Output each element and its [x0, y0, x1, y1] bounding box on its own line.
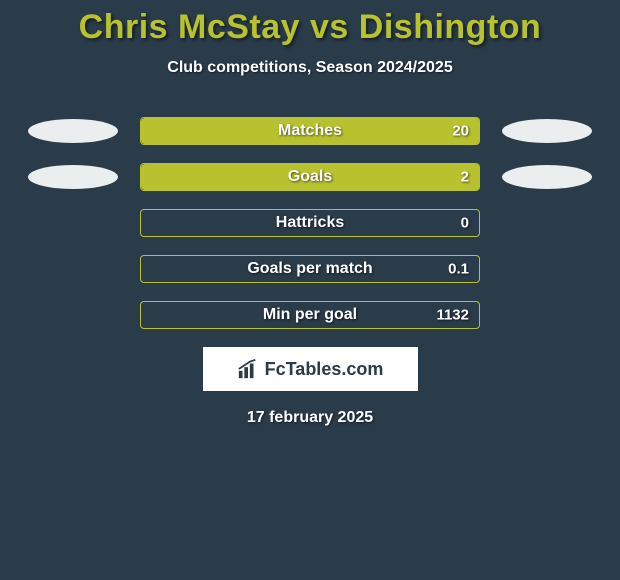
left-ellipse	[28, 165, 118, 189]
left-ellipse	[28, 211, 118, 235]
stat-row: Goals 2	[0, 163, 620, 191]
left-ellipse	[28, 119, 118, 143]
subtitle: Club competitions, Season 2024/2025	[0, 59, 620, 77]
right-ellipse	[502, 257, 592, 281]
stat-bar: Matches 20	[140, 117, 480, 145]
comparison-chart: Matches 20 Goals 2 Hattricks 0 Goals per match…	[0, 117, 620, 329]
logo-text: FcTables.com	[265, 359, 384, 380]
left-ellipse	[28, 303, 118, 327]
stat-label: Min per goal	[263, 306, 357, 324]
stat-label: Goals per match	[247, 260, 372, 278]
stat-value: 0.1	[448, 261, 469, 278]
stat-value: 1132	[436, 307, 469, 324]
logo-box: FcTables.com	[203, 347, 418, 391]
stat-row: Matches 20	[0, 117, 620, 145]
stat-label: Goals	[288, 168, 332, 186]
right-ellipse	[502, 211, 592, 235]
stat-bar: Goals 2	[140, 163, 480, 191]
stat-label: Hattricks	[276, 214, 344, 232]
stat-label: Matches	[278, 122, 342, 140]
stat-value: 2	[461, 169, 469, 186]
date-text: 17 february 2025	[0, 409, 620, 427]
right-ellipse	[502, 303, 592, 327]
chart-icon	[237, 358, 259, 380]
right-ellipse	[502, 165, 592, 189]
stat-value: 0	[461, 215, 469, 232]
left-ellipse	[28, 257, 118, 281]
stat-bar: Min per goal 1132	[140, 301, 480, 329]
stat-bar: Goals per match 0.1	[140, 255, 480, 283]
page-title: Chris McStay vs Dishington	[0, 0, 620, 47]
stat-row: Hattricks 0	[0, 209, 620, 237]
stat-row: Goals per match 0.1	[0, 255, 620, 283]
logo: FcTables.com	[237, 358, 384, 380]
right-ellipse	[502, 119, 592, 143]
stat-row: Min per goal 1132	[0, 301, 620, 329]
stat-bar: Hattricks 0	[140, 209, 480, 237]
stat-value: 20	[452, 123, 469, 140]
